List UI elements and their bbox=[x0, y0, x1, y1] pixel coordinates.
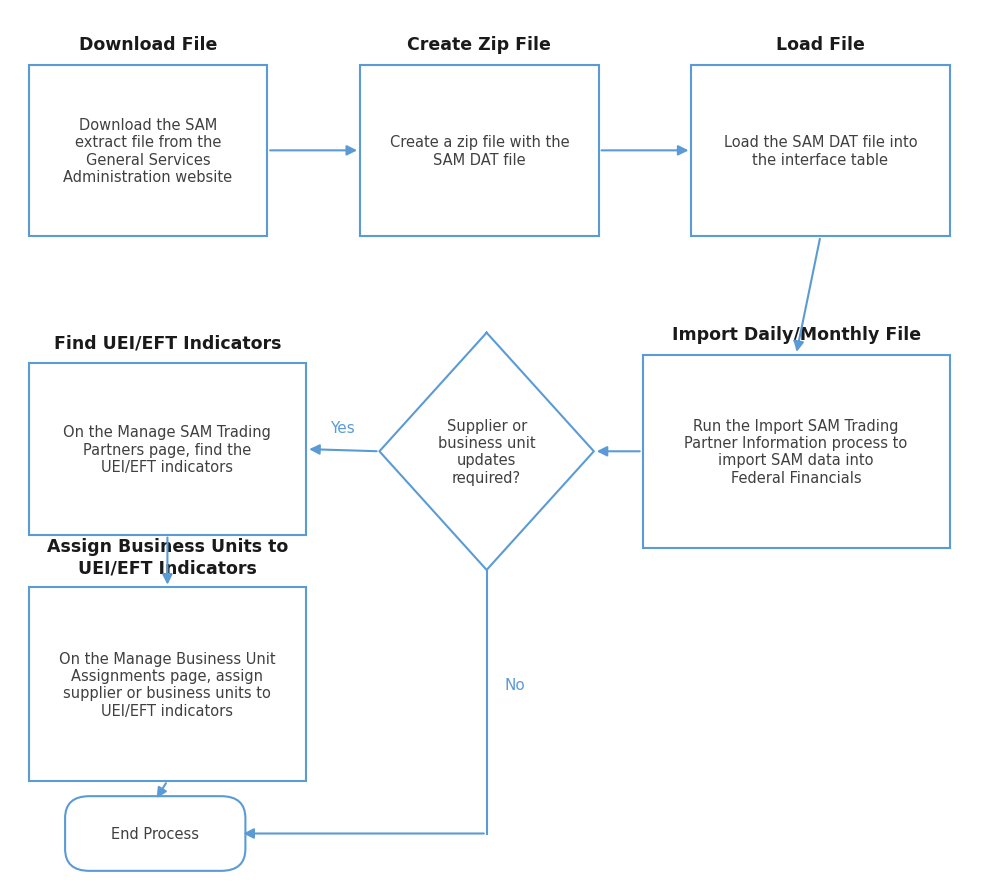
Text: Import Daily/Monthly File: Import Daily/Monthly File bbox=[671, 326, 921, 344]
Text: Run the Import SAM Trading
Partner Information process to
import SAM data into
F: Run the Import SAM Trading Partner Infor… bbox=[684, 418, 907, 486]
Text: Create a zip file with the
SAM DAT file: Create a zip file with the SAM DAT file bbox=[389, 135, 569, 167]
FancyBboxPatch shape bbox=[360, 66, 599, 237]
Text: Yes: Yes bbox=[330, 421, 355, 436]
FancyBboxPatch shape bbox=[65, 797, 246, 871]
FancyBboxPatch shape bbox=[691, 66, 950, 237]
Text: On the Manage SAM Trading
Partners page, find the
UEI/EFT indicators: On the Manage SAM Trading Partners page,… bbox=[64, 424, 271, 475]
Text: Download File: Download File bbox=[79, 36, 217, 54]
Text: Assign Business Units to
UEI/EFT Indicators: Assign Business Units to UEI/EFT Indicat… bbox=[47, 538, 288, 577]
Text: Download the SAM
extract file from the
General Services
Administration website: Download the SAM extract file from the G… bbox=[63, 118, 233, 185]
FancyBboxPatch shape bbox=[29, 587, 307, 781]
Text: End Process: End Process bbox=[111, 826, 200, 841]
Text: Supplier or
business unit
updates
required?: Supplier or business unit updates requir… bbox=[437, 418, 536, 486]
Text: Load File: Load File bbox=[776, 36, 865, 54]
Text: Find UEI/EFT Indicators: Find UEI/EFT Indicators bbox=[54, 335, 281, 353]
Text: Create Zip File: Create Zip File bbox=[407, 36, 551, 54]
FancyBboxPatch shape bbox=[29, 66, 267, 237]
Text: No: No bbox=[504, 677, 525, 692]
FancyBboxPatch shape bbox=[643, 355, 950, 548]
Polygon shape bbox=[379, 333, 594, 571]
FancyBboxPatch shape bbox=[29, 364, 307, 535]
Text: Load the SAM DAT file into
the interface table: Load the SAM DAT file into the interface… bbox=[723, 135, 917, 167]
Text: On the Manage Business Unit
Assignments page, assign
supplier or business units : On the Manage Business Unit Assignments … bbox=[59, 651, 276, 718]
